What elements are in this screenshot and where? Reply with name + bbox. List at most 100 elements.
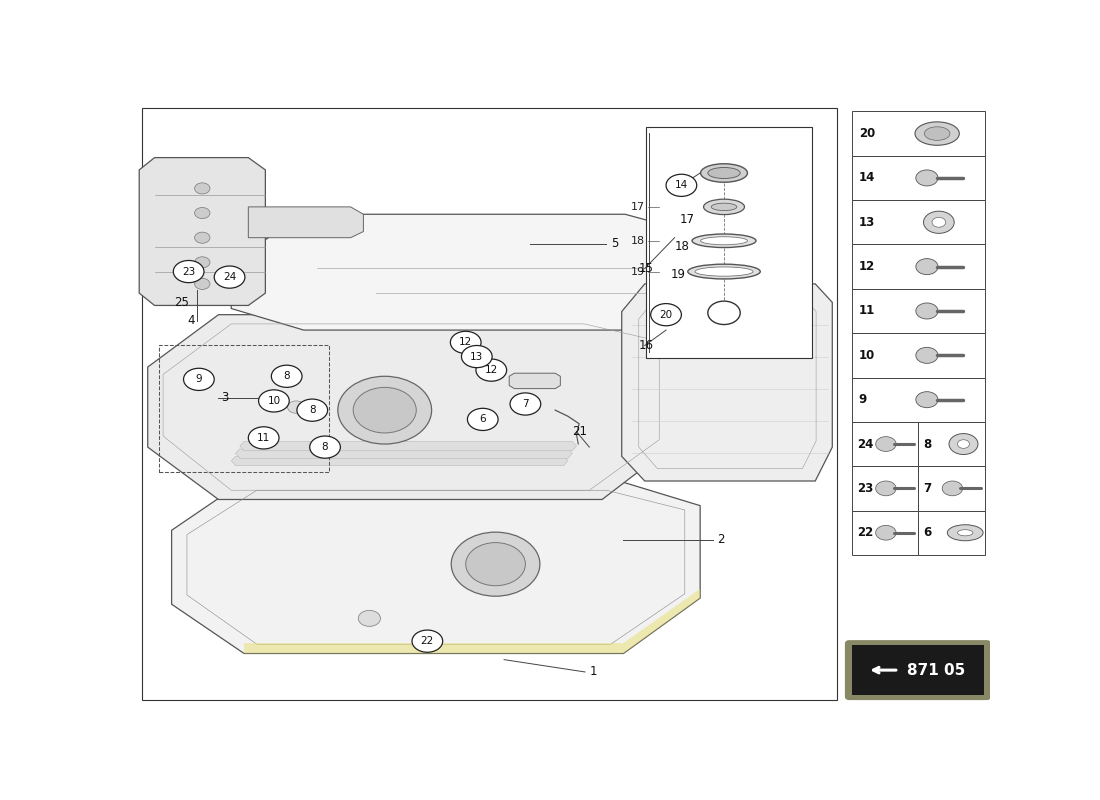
Text: 12: 12 <box>485 365 498 375</box>
Text: 13: 13 <box>859 216 874 229</box>
Polygon shape <box>621 284 833 481</box>
Ellipse shape <box>915 122 959 146</box>
Circle shape <box>195 257 210 268</box>
Circle shape <box>651 303 681 326</box>
Text: 17: 17 <box>680 213 695 226</box>
Circle shape <box>412 630 442 652</box>
Text: europaparts: europaparts <box>246 369 574 414</box>
FancyBboxPatch shape <box>851 156 984 200</box>
Text: 19: 19 <box>630 266 645 277</box>
Polygon shape <box>231 456 568 466</box>
Circle shape <box>932 218 946 227</box>
Text: 2: 2 <box>717 533 725 546</box>
Circle shape <box>184 368 214 390</box>
Text: 25: 25 <box>174 296 189 309</box>
Text: 5: 5 <box>610 238 618 250</box>
Ellipse shape <box>688 264 760 279</box>
Text: 14: 14 <box>674 180 688 190</box>
Circle shape <box>916 303 938 319</box>
Text: 21: 21 <box>572 426 587 438</box>
Text: 8: 8 <box>284 371 290 382</box>
Ellipse shape <box>701 237 748 245</box>
Circle shape <box>174 261 204 282</box>
Text: 17: 17 <box>630 202 645 212</box>
Circle shape <box>666 174 696 197</box>
Text: 18: 18 <box>630 236 645 246</box>
Text: 16: 16 <box>639 339 653 352</box>
Text: 18: 18 <box>674 241 690 254</box>
Circle shape <box>195 232 210 243</box>
Circle shape <box>338 376 431 444</box>
Text: 22: 22 <box>420 636 434 646</box>
Circle shape <box>924 211 954 234</box>
Circle shape <box>876 481 896 496</box>
Polygon shape <box>140 158 265 306</box>
Text: 9: 9 <box>196 374 202 384</box>
Text: 1: 1 <box>590 666 597 678</box>
Text: 8: 8 <box>924 438 932 450</box>
FancyBboxPatch shape <box>851 378 984 422</box>
Text: 23: 23 <box>182 266 196 277</box>
FancyBboxPatch shape <box>918 422 984 466</box>
Circle shape <box>476 359 507 382</box>
Circle shape <box>707 301 740 325</box>
Text: 22: 22 <box>857 526 873 539</box>
Text: 7: 7 <box>522 399 529 409</box>
FancyBboxPatch shape <box>851 289 984 333</box>
Circle shape <box>214 266 245 288</box>
Circle shape <box>258 390 289 412</box>
Text: 10: 10 <box>859 349 874 362</box>
Circle shape <box>195 183 210 194</box>
FancyBboxPatch shape <box>851 333 984 378</box>
Circle shape <box>359 610 381 626</box>
Text: 8: 8 <box>321 442 329 452</box>
Circle shape <box>272 365 302 387</box>
Circle shape <box>462 346 492 368</box>
FancyBboxPatch shape <box>646 127 812 358</box>
Circle shape <box>943 481 962 496</box>
FancyBboxPatch shape <box>918 466 984 510</box>
Circle shape <box>249 426 279 449</box>
Text: a passion for parts...1985: a passion for parts...1985 <box>295 432 526 450</box>
Text: 20: 20 <box>859 127 874 140</box>
Circle shape <box>450 331 481 354</box>
Circle shape <box>916 347 938 363</box>
Circle shape <box>297 399 328 422</box>
Text: 7: 7 <box>924 482 932 495</box>
Ellipse shape <box>704 199 745 214</box>
Circle shape <box>957 440 969 448</box>
Polygon shape <box>244 589 700 654</box>
FancyBboxPatch shape <box>918 510 984 555</box>
Text: 24: 24 <box>223 272 236 282</box>
Polygon shape <box>249 207 363 238</box>
Circle shape <box>254 428 273 442</box>
Circle shape <box>451 532 540 596</box>
Text: 20: 20 <box>660 310 672 320</box>
Ellipse shape <box>707 167 740 178</box>
FancyBboxPatch shape <box>851 111 984 156</box>
FancyBboxPatch shape <box>851 422 918 466</box>
Circle shape <box>916 258 938 274</box>
Circle shape <box>949 434 978 454</box>
Ellipse shape <box>692 234 756 247</box>
Text: 15: 15 <box>639 262 653 275</box>
FancyBboxPatch shape <box>851 466 918 510</box>
Text: 23: 23 <box>857 482 873 495</box>
Ellipse shape <box>957 530 972 536</box>
Text: 10: 10 <box>267 396 280 406</box>
Text: 6: 6 <box>924 526 932 539</box>
Polygon shape <box>172 481 700 654</box>
Ellipse shape <box>924 127 950 140</box>
Polygon shape <box>147 314 674 499</box>
FancyBboxPatch shape <box>851 646 984 694</box>
FancyBboxPatch shape <box>851 200 984 245</box>
Text: 11: 11 <box>859 305 874 318</box>
Circle shape <box>310 436 340 458</box>
FancyBboxPatch shape <box>851 245 984 289</box>
Circle shape <box>465 542 526 586</box>
Text: 4: 4 <box>187 314 195 327</box>
Polygon shape <box>240 442 576 451</box>
Text: 24: 24 <box>857 438 873 450</box>
Text: 9: 9 <box>859 393 867 406</box>
Circle shape <box>510 393 541 415</box>
